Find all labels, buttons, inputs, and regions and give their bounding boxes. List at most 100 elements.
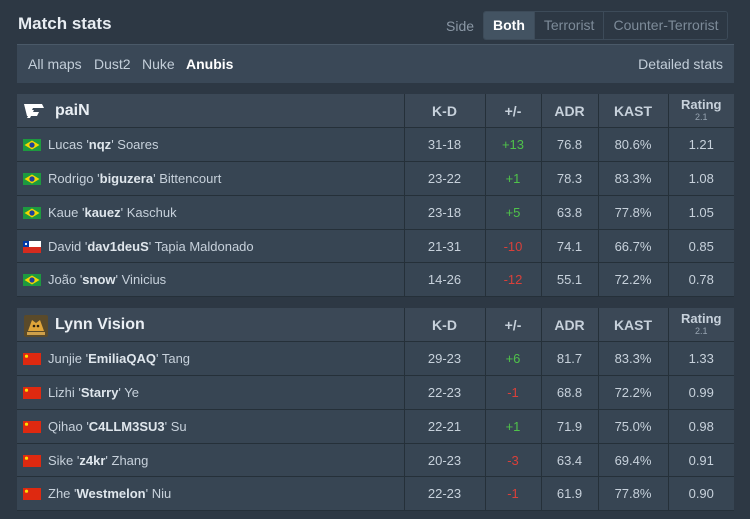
team-header: paiN <box>17 94 405 129</box>
adr-value: 63.8 <box>541 195 599 230</box>
brazil-flag-icon <box>23 206 41 219</box>
rating-title: Rating <box>681 96 722 112</box>
tab-terrorist[interactable]: Terrorist <box>533 12 604 39</box>
map-selector-bar: All maps Dust2 Nuke Anubis Detailed stat… <box>17 44 734 83</box>
adr-value: 76.8 <box>541 127 599 163</box>
team-header: Lynn Vision <box>17 308 405 343</box>
china-flag-icon <box>23 488 41 501</box>
rating-version: 2.1 <box>694 111 708 122</box>
plus-minus-value: +6 <box>485 341 542 377</box>
player-name[interactable]: Lucas 'nqz' Soares <box>48 137 159 153</box>
map-tab-anubis[interactable]: Anubis <box>186 56 234 72</box>
adr-value: 71.9 <box>541 409 599 444</box>
kast-value: 66.7% <box>598 229 669 264</box>
adr-value: 55.1 <box>541 262 599 298</box>
china-flag-icon <box>23 454 41 467</box>
map-tab-all-maps[interactable]: All maps <box>28 56 82 72</box>
adr-value: 78.3 <box>541 161 599 196</box>
table-header-row: paiN K-D +/- ADR KAST Rating 2.1 <box>17 94 734 129</box>
rating-value: 0.98 <box>668 409 734 444</box>
match-stats-header: Match stats Side Both Terrorist Counter-… <box>0 0 750 44</box>
player-cell: João 'snow' Vinicius <box>17 262 405 298</box>
player-name[interactable]: Rodrigo 'biguzera' Bittencourt <box>48 170 222 186</box>
player-cell: Rodrigo 'biguzera' Bittencourt <box>17 161 405 196</box>
player-row: Qihao 'C4LLM3SU3' Su 22-21 +1 71.9 75.0%… <box>17 409 734 444</box>
team-stats-table-pain: paiN K-D +/- ADR KAST Rating 2.1 Lucas '… <box>17 94 734 298</box>
page-title: Match stats <box>18 14 112 33</box>
brazil-flag-icon <box>23 172 41 185</box>
kast-value: 77.8% <box>598 195 669 230</box>
rating-column-header: Rating 2.1 <box>668 308 734 343</box>
adr-value: 61.9 <box>541 476 599 512</box>
rating-value: 0.90 <box>668 476 734 512</box>
player-row: Sike 'z4kr' Zhang 20-23 -3 63.4 69.4% 0.… <box>17 443 734 478</box>
kd-value: 29-23 <box>404 341 486 377</box>
kd-value: 22-21 <box>404 409 486 444</box>
player-row: David 'dav1deuS' Tapia Maldonado 21-31 -… <box>17 229 734 264</box>
player-name[interactable]: Lizhi 'Starry' Ye <box>48 384 139 400</box>
player-name[interactable]: David 'dav1deuS' Tapia Maldonado <box>48 238 254 254</box>
player-cell: Sike 'z4kr' Zhang <box>17 443 405 478</box>
adr-value: 63.4 <box>541 443 599 478</box>
player-row: Zhe 'Westmelon' Niu 22-23 -1 61.9 77.8% … <box>17 476 734 512</box>
adr-value: 81.7 <box>541 341 599 377</box>
player-cell: Lucas 'nqz' Soares <box>17 127 405 163</box>
tab-both[interactable]: Both <box>484 12 534 39</box>
kast-value: 83.3% <box>598 161 669 196</box>
adr-column-header: ADR <box>541 308 599 343</box>
player-cell: Lizhi 'Starry' Ye <box>17 375 405 410</box>
plus-minus-value: +1 <box>485 409 542 444</box>
kd-value: 23-18 <box>404 195 486 230</box>
team-stats-table-lynn-vision: Lynn Vision K-D +/- ADR KAST Rating 2.1 … <box>17 308 734 512</box>
rating-value: 1.05 <box>668 195 734 230</box>
player-cell: Qihao 'C4LLM3SU3' Su <box>17 409 405 444</box>
kd-value: 21-31 <box>404 229 486 264</box>
map-tab-nuke[interactable]: Nuke <box>142 56 175 72</box>
plus-minus-value: +1 <box>485 161 542 196</box>
rating-title: Rating <box>681 310 722 326</box>
player-name[interactable]: Zhe 'Westmelon' Niu <box>48 486 172 502</box>
detailed-stats-link[interactable]: Detailed stats <box>638 56 723 72</box>
china-flag-icon <box>23 353 41 366</box>
team-name[interactable]: Lynn Vision <box>55 315 145 333</box>
rating-column-header: Rating 2.1 <box>668 94 734 129</box>
player-name[interactable]: Junjie 'EmiliaQAQ' Tang <box>48 351 191 367</box>
plus-minus-value: +13 <box>485 127 542 163</box>
plus-minus-value: -3 <box>485 443 542 478</box>
adr-value: 68.8 <box>541 375 599 410</box>
player-name[interactable]: João 'snow' Vinicius <box>48 272 167 288</box>
player-row: João 'snow' Vinicius 14-26 -12 55.1 72.2… <box>17 262 734 298</box>
rating-value: 0.91 <box>668 443 734 478</box>
kast-column-header: KAST <box>598 308 669 343</box>
player-name[interactable]: Sike 'z4kr' Zhang <box>48 452 149 468</box>
kd-value: 23-22 <box>404 161 486 196</box>
side-label: Side <box>446 18 475 34</box>
kast-column-header: KAST <box>598 94 669 129</box>
player-name[interactable]: Kaue 'kauez' Kaschuk <box>48 204 177 220</box>
player-name[interactable]: Qihao 'C4LLM3SU3' Su <box>48 418 187 434</box>
plus-minus-column-header: +/- <box>485 94 542 129</box>
kd-value: 22-23 <box>404 476 486 512</box>
map-tab-dust2[interactable]: Dust2 <box>94 56 131 72</box>
kast-value: 77.8% <box>598 476 669 512</box>
adr-value: 74.1 <box>541 229 599 264</box>
player-cell: Kaue 'kauez' Kaschuk <box>17 195 405 230</box>
kd-column-header: K-D <box>404 94 486 129</box>
tab-counter-terrorist[interactable]: Counter-Terrorist <box>603 12 728 39</box>
player-row: Lucas 'nqz' Soares 31-18 +13 76.8 80.6% … <box>17 127 734 163</box>
china-flag-icon <box>23 420 41 433</box>
kd-value: 22-23 <box>404 375 486 410</box>
plus-minus-value: -10 <box>485 229 542 264</box>
brazil-flag-icon <box>23 274 41 287</box>
rating-value: 0.99 <box>668 375 734 410</box>
kast-value: 83.3% <box>598 341 669 377</box>
team-name[interactable]: paiN <box>55 101 90 119</box>
plus-minus-value: -1 <box>485 476 542 512</box>
kast-value: 75.0% <box>598 409 669 444</box>
kast-value: 72.2% <box>598 262 669 298</box>
rating-value: 1.21 <box>668 127 734 163</box>
plus-minus-value: -1 <box>485 375 542 410</box>
player-row: Kaue 'kauez' Kaschuk 23-18 +5 63.8 77.8%… <box>17 195 734 230</box>
chile-flag-icon <box>23 240 41 253</box>
player-cell: Junjie 'EmiliaQAQ' Tang <box>17 341 405 377</box>
